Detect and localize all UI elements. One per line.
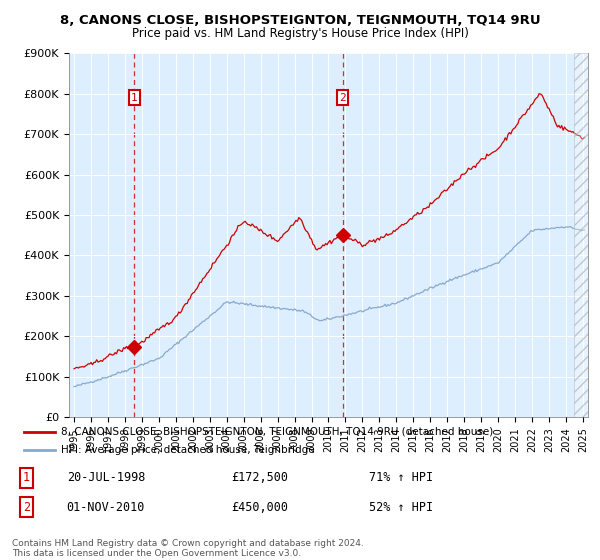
- Text: 8, CANONS CLOSE, BISHOPSTEIGNTON, TEIGNMOUTH, TQ14 9RU: 8, CANONS CLOSE, BISHOPSTEIGNTON, TEIGNM…: [59, 14, 541, 27]
- Text: 2: 2: [339, 93, 346, 102]
- Text: £172,500: £172,500: [231, 471, 288, 484]
- Text: 1: 1: [131, 93, 137, 102]
- Text: 2: 2: [23, 501, 30, 514]
- Text: Price paid vs. HM Land Registry's House Price Index (HPI): Price paid vs. HM Land Registry's House …: [131, 27, 469, 40]
- Text: 1: 1: [23, 471, 30, 484]
- Text: Contains HM Land Registry data © Crown copyright and database right 2024.
This d: Contains HM Land Registry data © Crown c…: [12, 539, 364, 558]
- Text: 71% ↑ HPI: 71% ↑ HPI: [369, 471, 433, 484]
- Bar: [574, 53, 588, 417]
- Text: HPI: Average price, detached house, Teignbridge: HPI: Average price, detached house, Teig…: [61, 445, 314, 455]
- Text: 52% ↑ HPI: 52% ↑ HPI: [369, 501, 433, 514]
- Text: £450,000: £450,000: [231, 501, 288, 514]
- Bar: [574, 53, 588, 417]
- Bar: [574, 53, 588, 417]
- Text: 20-JUL-1998: 20-JUL-1998: [67, 471, 145, 484]
- Text: 8, CANONS CLOSE, BISHOPSTEIGNTON, TEIGNMOUTH, TQ14 9RU (detached house): 8, CANONS CLOSE, BISHOPSTEIGNTON, TEIGNM…: [61, 427, 493, 437]
- Text: 01-NOV-2010: 01-NOV-2010: [67, 501, 145, 514]
